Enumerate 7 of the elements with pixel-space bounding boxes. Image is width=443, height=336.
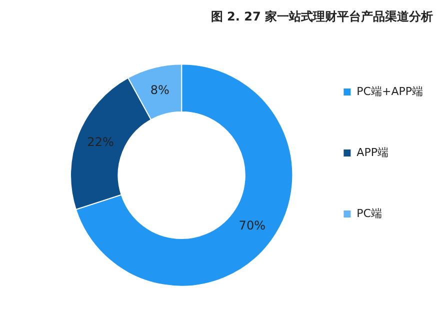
legend-label: APP端 [356,146,388,159]
data-label: 8% [150,82,170,97]
chart-title: 图 2. 27 家一站式理财平台产品渠道分析 [210,9,433,24]
data-label: 22% [87,135,114,150]
legend-label: PC端 [356,206,382,220]
legend-label: PC端+APP端 [356,84,424,98]
data-label: 70% [238,218,266,233]
